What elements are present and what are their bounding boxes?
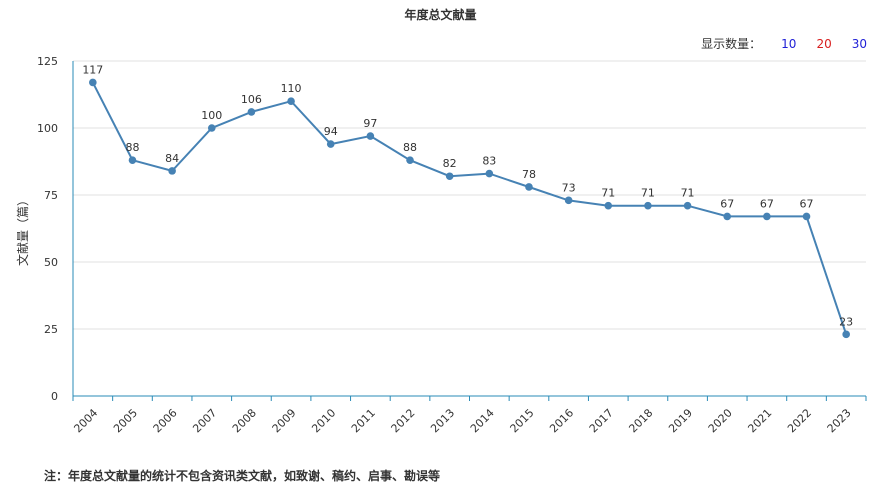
grid-lines [73, 60, 866, 330]
x-tick-label: 2019 [666, 406, 695, 435]
x-tick-label: 2005 [111, 406, 140, 435]
data-label: 94 [324, 125, 338, 138]
data-label: 67 [760, 197, 774, 210]
y-tick-label: 75 [44, 189, 58, 202]
y-axis-label: 文献量（篇） [15, 194, 30, 266]
x-tick-label: 2015 [508, 406, 537, 435]
data-point [763, 212, 771, 221]
data-point [247, 108, 256, 116]
data-point [445, 172, 454, 181]
x-tick-label: 2013 [428, 406, 457, 435]
y-tick-label: 100 [37, 122, 58, 135]
x-tick-label: 2007 [190, 406, 219, 435]
count-option-30[interactable]: 30 [851, 36, 867, 51]
data-label: 97 [363, 117, 377, 130]
data-label: 71 [681, 187, 695, 200]
data-point [89, 78, 97, 87]
footnote: 注：年度总文献量的统计不包含资讯类文献，如致谢、稿约、启事、勘误等 [44, 469, 441, 483]
data-point [564, 196, 573, 205]
data-point [366, 132, 375, 140]
data-label: 88 [125, 141, 139, 154]
x-tick-label: 2021 [745, 406, 774, 435]
data-point [287, 97, 295, 105]
x-tick-label: 2006 [151, 406, 180, 435]
data-label: 83 [482, 155, 496, 168]
series-line [91, 81, 848, 335]
x-tick-label: 2009 [270, 406, 299, 435]
data-point [207, 124, 216, 132]
y-tick-label: 25 [44, 323, 58, 336]
x-tick-label: 2020 [706, 406, 735, 435]
data-point [326, 140, 335, 148]
data-label: 117 [82, 63, 103, 76]
data-point [723, 212, 732, 221]
x-tick-label: 2012 [389, 406, 418, 435]
data-label: 84 [165, 152, 179, 165]
data-label: 73 [562, 181, 576, 194]
data-point [604, 201, 613, 210]
x-tick-label: 2011 [349, 406, 378, 435]
data-point [168, 167, 176, 175]
data-label: 71 [641, 187, 655, 200]
data-label: 106 [241, 93, 262, 106]
data-point [406, 156, 414, 164]
data-label: 82 [443, 157, 457, 170]
y-tick-label: 50 [44, 256, 58, 269]
x-tick-label: 2016 [547, 406, 576, 435]
axes [72, 61, 866, 397]
data-labels: 117 88 84 100 106 110 94 97 88 82 83 78 73 71 71 71 67 67… [82, 63, 853, 328]
data-points [89, 78, 850, 339]
display-count-selector: 显示数量： 10 20 30 [701, 35, 867, 52]
count-option-20[interactable]: 20 [816, 36, 832, 51]
x-axis-ticks: 2004 2005 2006 2007 2008 2009 2010 2011 2012 2013… [71, 396, 867, 435]
data-label: 78 [522, 168, 536, 181]
x-tick-label: 2010 [309, 406, 338, 435]
y-tick-label: 0 [51, 390, 58, 403]
data-point [683, 201, 692, 210]
x-tick-label: 2004 [71, 406, 100, 435]
data-label: 67 [800, 197, 814, 210]
x-tick-label: 2023 [825, 406, 854, 435]
chart-title: 年度总文献量 [404, 8, 477, 22]
data-label: 100 [201, 109, 222, 122]
x-tick-label: 2008 [230, 406, 259, 435]
data-point [644, 201, 652, 210]
x-tick-label: 2014 [468, 406, 497, 435]
data-label: 67 [720, 197, 734, 210]
data-point [842, 330, 850, 339]
y-axis-ticks: 0 25 50 75 100 125 [37, 55, 58, 403]
data-point [802, 212, 811, 221]
x-tick-label: 2018 [626, 406, 655, 435]
x-tick-label: 2017 [587, 406, 616, 435]
data-point [485, 169, 494, 178]
display-count-label: 显示数量： [701, 37, 762, 51]
y-tick-label: 125 [37, 55, 58, 68]
x-tick-label: 2022 [785, 406, 814, 435]
data-point [525, 183, 533, 191]
data-point [128, 156, 137, 164]
data-label: 110 [281, 82, 302, 95]
data-label: 23 [839, 315, 853, 328]
count-option-10[interactable]: 10 [781, 36, 797, 51]
data-label: 88 [403, 141, 417, 154]
data-label: 71 [601, 187, 615, 200]
